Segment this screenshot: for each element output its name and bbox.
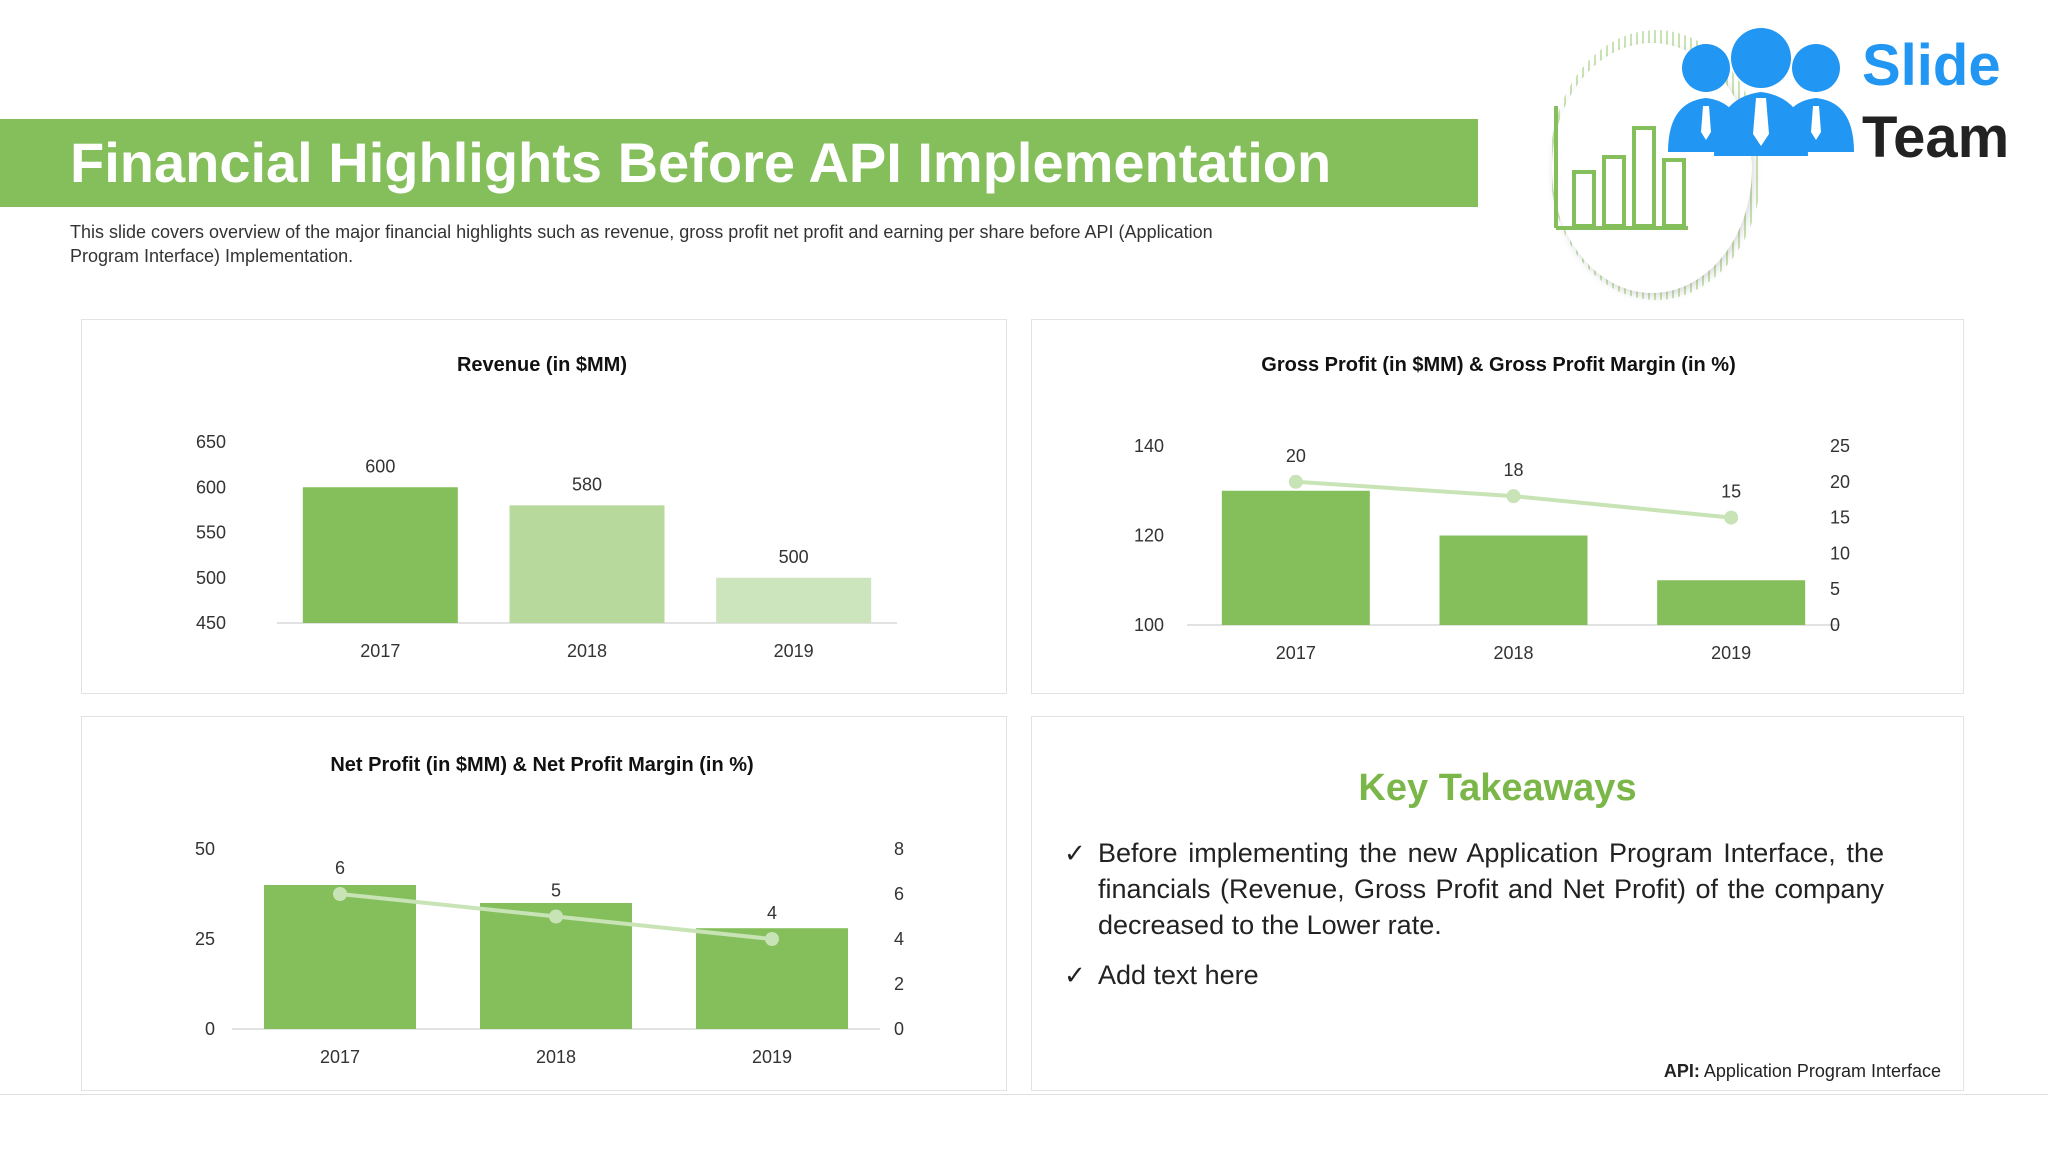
chart-title: Gross Profit (in $MM) & Gross Profit Mar… bbox=[1261, 354, 1735, 376]
page-subtitle: This slide covers overview of the major … bbox=[70, 222, 1213, 266]
y2-tick-label: 6 bbox=[894, 884, 904, 904]
x-tick-label: 2019 bbox=[774, 641, 814, 661]
data-label: 18 bbox=[1503, 460, 1523, 480]
y-tick-label: 450 bbox=[196, 613, 226, 633]
data-label: 600 bbox=[365, 456, 395, 476]
logo-word-team: Team bbox=[1862, 105, 2010, 170]
bar bbox=[716, 577, 872, 623]
list-item: ✓ Before implementing the new Applicatio… bbox=[1064, 835, 1884, 943]
data-label: 15 bbox=[1721, 482, 1741, 502]
bar bbox=[264, 885, 416, 1029]
footnote-text: Application Program Interface bbox=[1699, 1061, 1941, 1081]
logo-word-slide: Slide bbox=[1862, 33, 2001, 98]
y-tick-label: 500 bbox=[196, 568, 226, 588]
x-tick-label: 2017 bbox=[360, 641, 400, 661]
net-profit-chart: Net Profit (in $MM) & Net Profit Margin … bbox=[195, 754, 904, 1067]
data-label: 580 bbox=[572, 474, 602, 494]
y-tick-label: 120 bbox=[1134, 526, 1164, 546]
x-tick-label: 2017 bbox=[320, 1047, 360, 1067]
x-tick-label: 2018 bbox=[1493, 643, 1533, 663]
team-icon bbox=[1668, 28, 1854, 156]
revenue-chart: Revenue (in $MM) 450 500 550 600 650 2017 2018 2… bbox=[196, 354, 897, 661]
y2-tick-label: 15 bbox=[1830, 508, 1850, 528]
y-tick-label: 100 bbox=[1134, 615, 1164, 635]
y2-tick-label: 4 bbox=[894, 929, 904, 949]
takeaway-text: Add text here bbox=[1098, 960, 1259, 990]
y2-tick-label: 0 bbox=[894, 1019, 904, 1039]
x-tick-label: 2019 bbox=[1711, 643, 1751, 663]
revenue-chart-panel: Revenue (in $MM) 450 500 550 600 650 2017 2018 2… bbox=[81, 319, 1007, 694]
x-tick-label: 2018 bbox=[567, 641, 607, 661]
y2-tick-label: 20 bbox=[1830, 472, 1850, 492]
y-tick-label: 600 bbox=[196, 477, 226, 497]
key-takeaways-panel: Key Takeaways ✓ Before implementing the … bbox=[1031, 716, 1964, 1091]
line-point bbox=[549, 909, 563, 924]
line-point bbox=[1724, 510, 1739, 525]
bar bbox=[1221, 490, 1370, 625]
check-icon: ✓ bbox=[1064, 838, 1086, 868]
bottom-divider bbox=[0, 1094, 2048, 1095]
gross-profit-chart-panel: Gross Profit (in $MM) & Gross Profit Mar… bbox=[1031, 319, 1964, 694]
line-point bbox=[333, 887, 347, 901]
bar bbox=[509, 505, 665, 623]
y-tick-label: 650 bbox=[196, 432, 226, 452]
data-label: 500 bbox=[779, 547, 809, 567]
logo-area: Slide Team bbox=[1450, 0, 2048, 320]
line-point bbox=[1506, 489, 1521, 504]
bar-chart-icon bbox=[1554, 106, 1688, 230]
y-tick-label: 50 bbox=[195, 839, 215, 859]
y-tick-label: 0 bbox=[205, 1019, 215, 1039]
y2-tick-label: 8 bbox=[894, 839, 904, 859]
title-bar bbox=[0, 119, 1478, 207]
x-tick-label: 2018 bbox=[536, 1047, 576, 1067]
y2-tick-label: 10 bbox=[1830, 543, 1850, 563]
bar bbox=[302, 487, 458, 623]
page-title: Financial Highlights Before API Implemen… bbox=[70, 131, 1332, 194]
bar bbox=[480, 903, 632, 1029]
footnote-label: API: bbox=[1663, 1061, 1700, 1081]
y-tick-label: 25 bbox=[195, 929, 215, 949]
footnote: API: Application Program Interface bbox=[1664, 1061, 1941, 1082]
data-label: 6 bbox=[335, 858, 345, 878]
y-tick-label: 140 bbox=[1134, 436, 1164, 456]
takeaways-list: ✓ Before implementing the new Applicatio… bbox=[1064, 835, 1884, 1007]
y-tick-label: 550 bbox=[196, 523, 226, 543]
key-takeaways-title: Key Takeaways bbox=[1358, 767, 1637, 809]
line-point bbox=[1288, 474, 1303, 489]
line-point bbox=[765, 932, 779, 946]
y2-tick-label: 5 bbox=[1830, 579, 1840, 599]
x-tick-label: 2017 bbox=[1276, 643, 1316, 663]
net-profit-chart-panel: Net Profit (in $MM) & Net Profit Margin … bbox=[81, 716, 1007, 1091]
bar bbox=[1657, 580, 1806, 625]
takeaway-text: Before implementing the new Application … bbox=[1098, 838, 1884, 940]
chart-title: Revenue (in $MM) bbox=[457, 354, 627, 376]
y2-tick-label: 2 bbox=[894, 974, 904, 994]
check-icon: ✓ bbox=[1064, 960, 1086, 990]
list-item: ✓ Add text here bbox=[1064, 957, 1884, 993]
data-label: 20 bbox=[1286, 446, 1306, 466]
chart-title: Net Profit (in $MM) & Net Profit Margin … bbox=[330, 754, 753, 776]
bar bbox=[1439, 535, 1588, 625]
gross-profit-chart: Gross Profit (in $MM) & Gross Profit Mar… bbox=[1134, 354, 1850, 663]
y2-tick-label: 25 bbox=[1830, 436, 1850, 456]
y2-tick-label: 0 bbox=[1830, 615, 1840, 635]
data-label: 4 bbox=[767, 903, 777, 923]
data-label: 5 bbox=[551, 881, 561, 901]
x-tick-label: 2019 bbox=[752, 1047, 792, 1067]
